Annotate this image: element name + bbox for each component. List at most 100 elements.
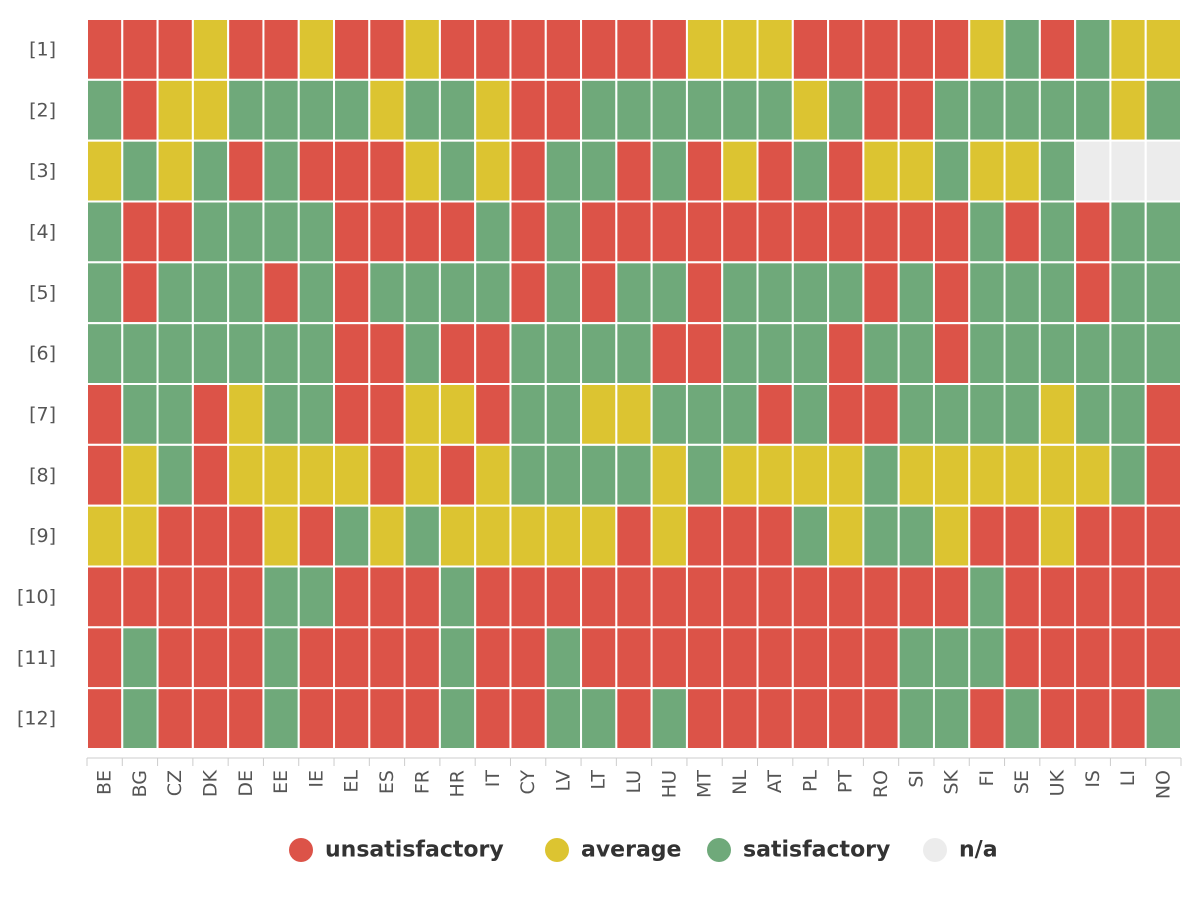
heatmap-cell[interactable] xyxy=(791,261,830,325)
heatmap-cell[interactable] xyxy=(580,504,618,568)
heatmap-cell[interactable] xyxy=(403,687,441,750)
heatmap-cell[interactable] xyxy=(368,18,406,81)
heatmap-cell[interactable] xyxy=(262,78,300,142)
heatmap-cell[interactable] xyxy=(827,200,865,264)
heatmap-cell[interactable] xyxy=(227,687,265,750)
heatmap-cell[interactable] xyxy=(1038,18,1077,81)
heatmap-cell[interactable] xyxy=(1144,443,1182,507)
heatmap-cell[interactable] xyxy=(932,322,971,386)
heatmap-cell[interactable] xyxy=(721,322,759,386)
heatmap-cell[interactable] xyxy=(333,18,371,81)
heatmap-cell[interactable] xyxy=(227,565,265,629)
heatmap-cell[interactable] xyxy=(438,504,477,568)
heatmap-cell[interactable] xyxy=(932,383,971,446)
heatmap-cell[interactable] xyxy=(262,139,300,203)
heatmap-cell[interactable] xyxy=(897,443,935,507)
heatmap-cell[interactable] xyxy=(1038,565,1077,629)
heatmap-cell[interactable] xyxy=(580,200,618,264)
heatmap-cell[interactable] xyxy=(615,18,653,81)
heatmap-cell[interactable] xyxy=(227,139,265,203)
heatmap-cell[interactable] xyxy=(1144,626,1182,690)
heatmap-cell[interactable] xyxy=(932,139,971,203)
heatmap-cell[interactable] xyxy=(862,565,900,629)
heatmap-cell[interactable] xyxy=(438,78,477,142)
heatmap-cell[interactable] xyxy=(862,626,900,690)
heatmap-cell[interactable] xyxy=(403,565,441,629)
heatmap-cell[interactable] xyxy=(685,139,724,203)
heatmap-cell[interactable] xyxy=(756,687,794,750)
heatmap-cell[interactable] xyxy=(862,383,900,446)
heatmap-cell[interactable] xyxy=(368,261,406,325)
heatmap-cell[interactable] xyxy=(1003,565,1041,629)
heatmap-cell[interactable] xyxy=(791,626,830,690)
heatmap-cell[interactable] xyxy=(650,78,688,142)
heatmap-cell[interactable] xyxy=(403,139,441,203)
heatmap-cell[interactable] xyxy=(262,443,300,507)
heatmap-cell[interactable] xyxy=(262,504,300,568)
heatmap-cell[interactable] xyxy=(156,687,194,750)
heatmap-cell[interactable] xyxy=(791,139,830,203)
heatmap-cell[interactable] xyxy=(156,504,194,568)
heatmap-cell[interactable] xyxy=(685,18,724,81)
heatmap-cell[interactable] xyxy=(1003,504,1041,568)
heatmap-cell[interactable] xyxy=(756,139,794,203)
heatmap-cell[interactable] xyxy=(544,322,583,386)
heatmap-cell[interactable] xyxy=(897,565,935,629)
heatmap-cell[interactable] xyxy=(1074,200,1112,264)
heatmap-cell[interactable] xyxy=(333,78,371,142)
heatmap-cell[interactable] xyxy=(1144,261,1182,325)
heatmap-cell[interactable] xyxy=(1038,78,1077,142)
heatmap-cell[interactable] xyxy=(580,687,618,750)
heatmap-cell[interactable] xyxy=(509,383,547,446)
heatmap-cell[interactable] xyxy=(791,565,830,629)
heatmap-cell[interactable] xyxy=(827,687,865,750)
heatmap-cell[interactable] xyxy=(191,626,230,690)
heatmap-cell[interactable] xyxy=(615,261,653,325)
heatmap-cell[interactable] xyxy=(474,443,512,507)
heatmap-cell[interactable] xyxy=(897,383,935,446)
heatmap-cell[interactable] xyxy=(897,139,935,203)
heatmap-cell[interactable] xyxy=(721,78,759,142)
heatmap-cell[interactable] xyxy=(403,261,441,325)
heatmap-cell[interactable] xyxy=(474,565,512,629)
heatmap-cell[interactable] xyxy=(1074,443,1112,507)
heatmap-cell[interactable] xyxy=(685,443,724,507)
heatmap-cell[interactable] xyxy=(827,565,865,629)
heatmap-cell[interactable] xyxy=(721,565,759,629)
heatmap-cell[interactable] xyxy=(156,18,194,81)
heatmap-cell[interactable] xyxy=(368,443,406,507)
heatmap-cell[interactable] xyxy=(297,322,336,386)
heatmap-cell[interactable] xyxy=(191,565,230,629)
heatmap-cell[interactable] xyxy=(438,322,477,386)
heatmap-cell[interactable] xyxy=(227,504,265,568)
heatmap-cell[interactable] xyxy=(791,504,830,568)
heatmap-cell[interactable] xyxy=(1074,504,1112,568)
heatmap-cell[interactable] xyxy=(1144,565,1182,629)
legend[interactable]: unsatisfactory average satisfactory n/a xyxy=(289,838,998,863)
heatmap-cell[interactable] xyxy=(1003,322,1041,386)
heatmap-cell[interactable] xyxy=(721,18,759,81)
heatmap-cell[interactable] xyxy=(1074,322,1112,386)
heatmap-cell[interactable] xyxy=(1038,200,1077,264)
heatmap-cell[interactable] xyxy=(227,383,265,446)
heatmap-cell[interactable] xyxy=(862,200,900,264)
heatmap-cell[interactable] xyxy=(862,78,900,142)
heatmap-cell[interactable] xyxy=(86,78,124,142)
heatmap-cell[interactable] xyxy=(1038,383,1077,446)
heatmap-cell[interactable] xyxy=(86,383,124,446)
heatmap-cell[interactable] xyxy=(685,687,724,750)
heatmap-cell[interactable] xyxy=(438,565,477,629)
heatmap-cell[interactable] xyxy=(721,200,759,264)
heatmap-cell[interactable] xyxy=(403,504,441,568)
heatmap-cell[interactable] xyxy=(156,626,194,690)
heatmap-cell[interactable] xyxy=(650,383,688,446)
heatmap-cell[interactable] xyxy=(968,200,1006,264)
heatmap-cell[interactable] xyxy=(827,261,865,325)
heatmap-cell[interactable] xyxy=(932,565,971,629)
heatmap-cell[interactable] xyxy=(191,78,230,142)
heatmap-cell[interactable] xyxy=(650,18,688,81)
heatmap-cell[interactable] xyxy=(403,18,441,81)
heatmap-cell[interactable] xyxy=(1109,200,1147,264)
heatmap-cell[interactable] xyxy=(227,261,265,325)
heatmap-cell[interactable] xyxy=(297,200,336,264)
